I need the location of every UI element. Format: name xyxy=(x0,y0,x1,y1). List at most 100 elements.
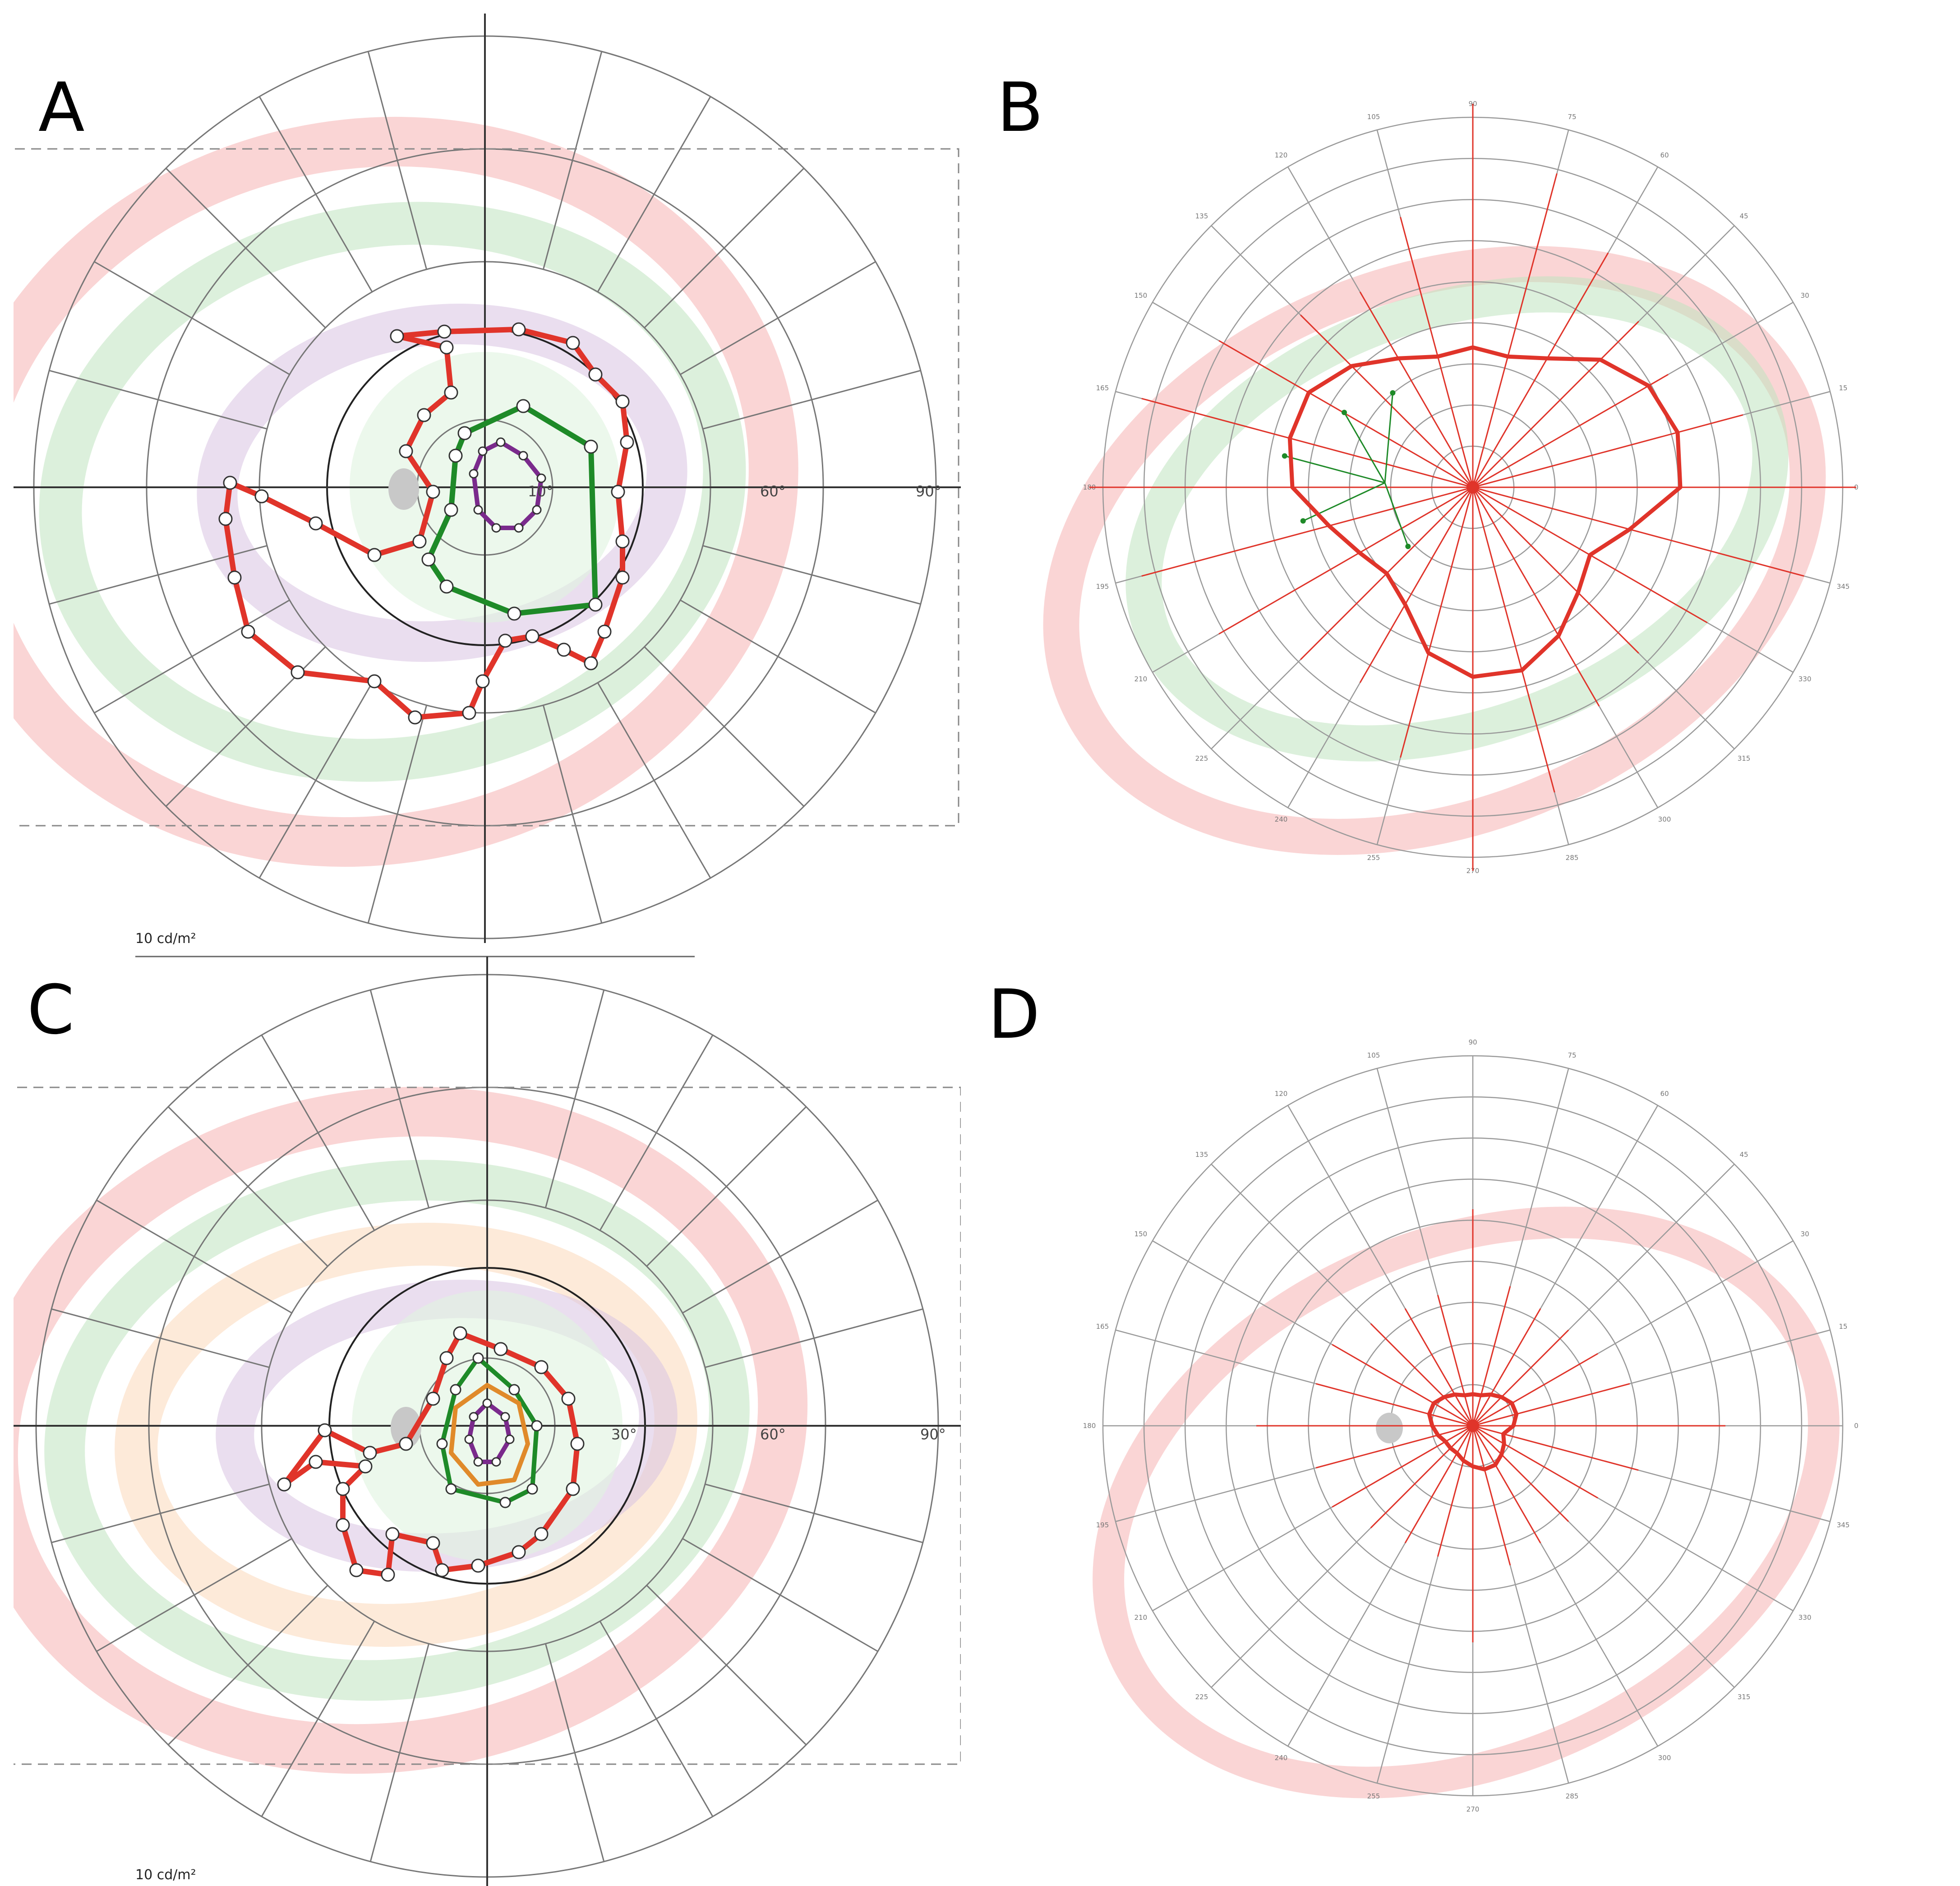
d-angle-label: 15 xyxy=(1839,1322,1847,1331)
a-isopter-1-point xyxy=(458,427,471,439)
b-green-vector-tip xyxy=(1342,410,1347,415)
c-isopter-0-point xyxy=(337,1483,349,1495)
a-isopter-0-point xyxy=(558,643,570,656)
d-angle-label: 270 xyxy=(1467,1805,1480,1813)
panel-a-scale-label: 10 cd/m² xyxy=(135,931,196,947)
c-isopter-0-point xyxy=(337,1519,349,1531)
d-angle-label: 255 xyxy=(1367,1792,1380,1800)
a-isopter-2-point xyxy=(519,452,527,460)
d-angle-label: 150 xyxy=(1134,1230,1148,1238)
a-isopter-2-point xyxy=(515,524,523,532)
d-angle-label: 345 xyxy=(1837,1521,1850,1529)
c-isopter-0-point xyxy=(562,1392,575,1405)
c-isopter-3-point xyxy=(483,1399,491,1407)
a-isopter-1-point xyxy=(508,607,521,620)
a-isopter-0-point xyxy=(418,409,430,421)
b-angle-label: 255 xyxy=(1367,854,1380,862)
a-isopter-1-point xyxy=(422,553,435,566)
a-isopter-0-point xyxy=(526,630,539,643)
c-isopter-0-point xyxy=(535,1361,548,1373)
panel-a-bands xyxy=(0,68,839,916)
c-isopter-3-point xyxy=(470,1413,478,1421)
d-angle-label: 300 xyxy=(1658,1754,1671,1762)
c-isopter-0-point xyxy=(427,1537,439,1549)
a-isopter-0-point xyxy=(463,707,475,719)
d-angle-label: 225 xyxy=(1195,1693,1208,1701)
c-isopter-0-point xyxy=(571,1438,584,1450)
c-isopter-0-point xyxy=(512,1546,525,1558)
a-isopter-0-point xyxy=(440,341,453,354)
d-angle-label: 30 xyxy=(1801,1230,1809,1238)
d-angle-label: 135 xyxy=(1195,1151,1208,1159)
c-isopter-0-point xyxy=(350,1564,363,1576)
panel-label-b: B xyxy=(997,69,1043,147)
c-isopter-0-point xyxy=(309,1456,322,1468)
c-meridian-15 xyxy=(705,1309,923,1367)
d-angle-label: 165 xyxy=(1096,1322,1109,1331)
c-isopter-3-point xyxy=(492,1458,500,1466)
a-isopter-0-point xyxy=(413,535,426,548)
b-angle-label: 345 xyxy=(1837,582,1850,591)
a-isopter-0-point xyxy=(589,368,602,381)
panel-b-static-perimetry: 1201059075604530150345330315300285270255… xyxy=(975,100,1894,943)
d-center xyxy=(1467,1419,1479,1432)
c-meridian-75 xyxy=(545,990,604,1208)
panel-label-c: C xyxy=(27,971,74,1049)
c-isopter-1-point xyxy=(437,1439,447,1449)
panel-b-bands xyxy=(975,158,1894,943)
b-angle-label: 330 xyxy=(1799,675,1812,683)
a-isopter-0-point xyxy=(427,485,439,498)
a-isopter-1-point xyxy=(589,598,602,611)
a-isopter-0-point xyxy=(255,490,268,503)
c-isopter-0-point xyxy=(359,1460,372,1473)
panel-c-ring-label-90: 90° xyxy=(920,1426,946,1443)
b-angle-label: 285 xyxy=(1566,854,1579,862)
b-angle-label: 225 xyxy=(1195,754,1208,763)
panel-label-a: A xyxy=(38,69,85,147)
d-angle-label: 240 xyxy=(1275,1754,1288,1762)
c-isopter-0-point xyxy=(386,1528,399,1540)
c-isopter-0-point xyxy=(472,1559,484,1572)
c-isopter-3-point xyxy=(501,1413,509,1421)
a-isopter-2-point xyxy=(497,438,505,446)
c-isopter-0-point xyxy=(535,1528,548,1540)
c-isopter-1-point xyxy=(509,1385,519,1395)
c-isopter-0-point xyxy=(567,1483,579,1495)
panel-c-ring-label-30: 30° xyxy=(611,1426,637,1443)
d-angle-label: 90 xyxy=(1468,1038,1477,1046)
c-isopter-0-point xyxy=(382,1568,394,1581)
c-isopter-3-point xyxy=(465,1435,473,1443)
a-isopter-0-point xyxy=(512,323,525,336)
panel-c-kinetic-perimetry: 30° 60° 90° 10 cd/m² xyxy=(0,952,1028,1886)
panel-a-ring-label-90: 90° xyxy=(916,483,941,500)
d-band-0 xyxy=(1019,1115,1913,1886)
c-isopter-0-point xyxy=(494,1343,507,1355)
b-angle-label: 45 xyxy=(1739,212,1748,220)
a-isopter-1-point xyxy=(517,400,530,412)
panel-c-ring-label-60: 60° xyxy=(760,1426,786,1443)
a-isopter-0-point xyxy=(438,325,451,338)
a-isopter-2-point xyxy=(479,447,487,455)
a-isopter-2-point xyxy=(470,470,478,478)
panel-a-ring-label-10: 10° xyxy=(528,483,553,500)
c-isopter-0-point xyxy=(440,1352,453,1364)
b-angle-label: 75 xyxy=(1568,113,1576,121)
b-angle-label: 30 xyxy=(1801,291,1809,300)
a-isopter-0-point xyxy=(567,337,579,349)
c-isopter-0-point xyxy=(427,1392,439,1405)
a-isopter-0-point xyxy=(219,513,232,525)
a-isopter-0-point xyxy=(616,571,629,584)
c-isopter-0-point xyxy=(436,1564,448,1576)
a-isopter-0-point xyxy=(616,395,629,408)
a-isopter-0-point xyxy=(621,436,633,448)
d-angle-label: 210 xyxy=(1134,1613,1148,1622)
a-isopter-1-point xyxy=(585,440,597,453)
b-center xyxy=(1467,481,1479,494)
b-angle-label: 120 xyxy=(1275,151,1288,159)
b-angle-label: 315 xyxy=(1738,754,1751,763)
a-isopter-0-point xyxy=(445,386,457,399)
b-green-vector-tip xyxy=(1282,453,1287,458)
d-angle-label: 45 xyxy=(1739,1151,1748,1159)
a-isopter-1-point xyxy=(445,504,457,516)
